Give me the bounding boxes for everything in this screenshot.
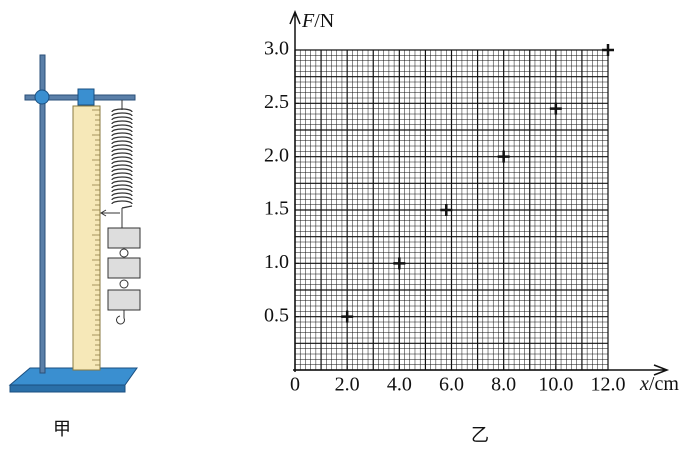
hook <box>116 310 125 325</box>
stand-base <box>8 367 138 386</box>
x-axis-var: x <box>639 373 649 395</box>
pointer <box>100 209 120 217</box>
weight <box>107 289 141 311</box>
clamp <box>77 88 95 106</box>
caption: 乙 <box>471 425 489 446</box>
data-point <box>602 44 614 56</box>
weight <box>107 227 141 249</box>
data-point <box>497 150 510 163</box>
y-tick-label: 1.5 <box>264 198 289 220</box>
x-tick-label: 10.0 <box>538 374 573 396</box>
x-tick-label: 12.0 <box>591 374 626 396</box>
x-tick-label: 0 <box>290 374 300 396</box>
x-axis-unit: /cm <box>649 373 679 395</box>
data-point <box>440 204 453 216</box>
data-point <box>393 257 406 270</box>
y-tick-label: 2.5 <box>264 91 289 113</box>
y-axis-unit: /N <box>314 10 334 32</box>
y-axis-var: F <box>301 10 315 32</box>
y-tick-label: 2.0 <box>264 144 289 166</box>
data-point <box>341 310 354 323</box>
y-tick-label: 1.0 <box>264 251 289 273</box>
x-axis-label: x/cm <box>639 373 679 395</box>
caption: 甲 <box>53 419 71 440</box>
x-tick-label: 6.0 <box>439 374 464 396</box>
weight <box>107 257 141 279</box>
y-tick-label: 3.0 <box>264 38 289 60</box>
clamp <box>34 89 50 105</box>
ruler-ticks <box>92 109 100 366</box>
stand-rod <box>39 54 46 374</box>
stand-base-edge <box>9 384 126 393</box>
x-tick-label: 4.0 <box>387 374 412 396</box>
y-tick-label: 0.5 <box>264 304 289 326</box>
data-point <box>549 102 562 115</box>
x-tick-label: 2.0 <box>335 374 360 396</box>
spring <box>111 108 133 209</box>
x-tick-label: 8.0 <box>491 374 516 396</box>
axes <box>289 10 670 376</box>
y-axis-label: F/N <box>301 10 334 32</box>
ruler <box>72 105 101 371</box>
hook <box>119 248 129 258</box>
apparatus <box>8 54 141 393</box>
hook <box>119 279 129 289</box>
